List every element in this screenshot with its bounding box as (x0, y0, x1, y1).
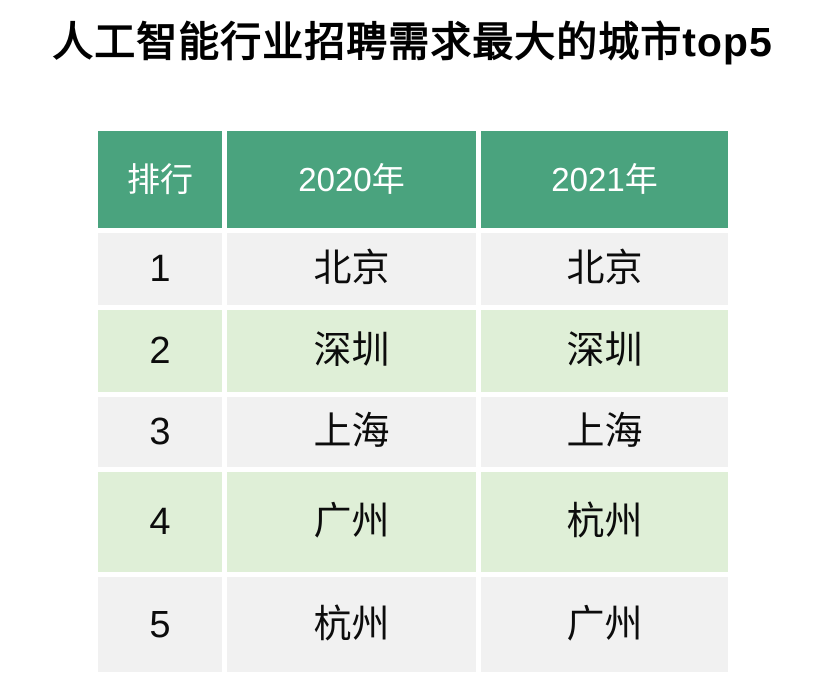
city-cell: 杭州 (227, 577, 476, 672)
city-cell: 上海 (481, 397, 728, 467)
header-cell-year: 2020年 (227, 131, 476, 228)
ranking-table: 排行 2020年 2021年 1 北京 北京 2 深圳 深圳 3 上海 上海 4 广州 杭州 5 杭州 广州 (98, 131, 728, 672)
city-cell: 广州 (481, 577, 728, 672)
city-cell: 北京 (227, 233, 476, 305)
city-cell: 杭州 (481, 472, 728, 572)
rank-cell: 4 (98, 472, 222, 572)
city-cell: 广州 (227, 472, 476, 572)
city-cell: 深圳 (481, 310, 728, 392)
city-cell: 上海 (227, 397, 476, 467)
rank-cell: 3 (98, 397, 222, 467)
rank-cell: 1 (98, 233, 222, 305)
city-cell: 北京 (481, 233, 728, 305)
header-cell-rank: 排行 (98, 131, 222, 228)
rank-cell: 2 (98, 310, 222, 392)
header-cell-year: 2021年 (481, 131, 728, 228)
city-cell: 深圳 (227, 310, 476, 392)
page-title: 人工智能行业招聘需求最大的城市top5 (52, 19, 773, 65)
rank-cell: 5 (98, 577, 222, 672)
